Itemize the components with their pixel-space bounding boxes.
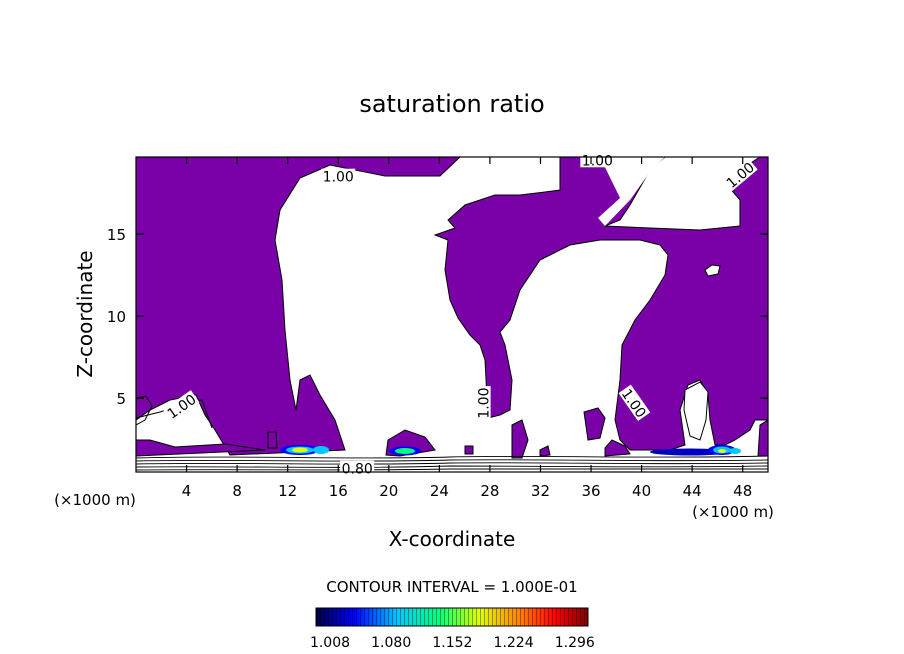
contour-label-text: 0.80 [342, 462, 373, 478]
x-unit-label-right: (×1000 m) [692, 503, 774, 521]
boundary-layer-lines [136, 455, 768, 471]
blob-small-3 [539, 445, 551, 457]
colorbar-tick-label: 1.296 [555, 635, 595, 651]
x-tick-label: 16 [329, 482, 348, 500]
contour-label-text: 1.00 [477, 388, 493, 419]
x-tick-label: 32 [531, 482, 550, 500]
colorbar-tick-label: 1.224 [494, 635, 534, 651]
colorbar-tick-label: 1.080 [371, 635, 411, 651]
plot-frame [135, 156, 769, 473]
blob-small-4 [604, 439, 631, 457]
x-tick-label: 28 [480, 482, 499, 500]
blob-small-1 [267, 431, 278, 449]
y-tick-label: 15 [107, 226, 126, 244]
blob-30 [511, 419, 529, 459]
y-tick-label: 10 [107, 308, 126, 326]
colorbar: 1.008 1.080 1.152 1.224 1.296 [310, 607, 595, 651]
y-tick-label: 5 [116, 390, 126, 408]
colorbar-tick-label: 1.152 [432, 635, 472, 651]
x-tick-label: 20 [379, 482, 398, 500]
contour-label-text: 1.00 [582, 153, 613, 169]
contour-label: 1.00 [321, 168, 356, 186]
x-tick-label: 48 [733, 482, 752, 500]
region-right-top [598, 157, 665, 226]
x-tick-label: 44 [683, 482, 702, 500]
region-left [136, 157, 461, 456]
contour-interval: CONTOUR INTERVAL = 1.000E-01 [326, 578, 577, 596]
x-axis: 4 8 12 16 20 24 28 32 36 40 44 48 [182, 157, 752, 500]
x-tick-label: 36 [581, 482, 600, 500]
y-axis-label: Z-coordinate [73, 250, 97, 377]
contour-label: 1.00 [580, 152, 615, 169]
blob-right-low [757, 419, 768, 457]
blob-left-low [136, 439, 266, 457]
contour-label: 1.00 [475, 386, 493, 421]
contour-label-text: 1.00 [323, 170, 354, 186]
y-axis: 5 10 15 [107, 226, 768, 408]
region-white-hole [683, 381, 709, 441]
hot-spots [280, 445, 741, 456]
chart-title: saturation ratio [359, 90, 544, 118]
colorbar-tick-label: 1.008 [310, 635, 350, 651]
x-tick-label: 8 [232, 482, 242, 500]
x-tick-label: 4 [182, 482, 192, 500]
x-unit-label-left: (×1000 m) [54, 491, 136, 509]
x-tick-label: 12 [278, 482, 297, 500]
x-axis-label: X-coordinate [389, 527, 516, 551]
blob-36 [583, 407, 606, 441]
x-tick-label: 40 [632, 482, 651, 500]
blob-small-2 [464, 445, 474, 455]
plot-area [136, 157, 768, 471]
x-tick-label: 24 [430, 482, 449, 500]
region-white-pocket [704, 264, 721, 277]
contour-label: 0.80 [340, 460, 375, 478]
